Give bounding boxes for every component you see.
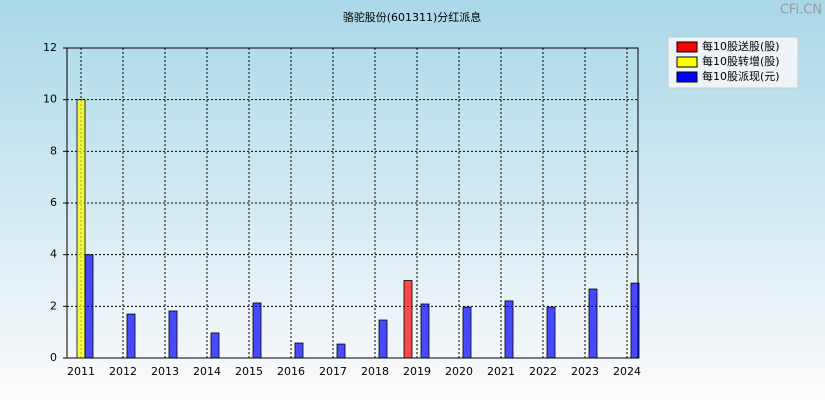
bar [546, 306, 556, 359]
bar [84, 254, 94, 359]
bar [336, 343, 346, 359]
y-tick-label: 2 [50, 299, 57, 312]
bar [210, 332, 220, 359]
x-tick-label: 2013 [151, 365, 179, 378]
bar [462, 306, 472, 359]
bar [420, 303, 430, 359]
bar [168, 310, 178, 359]
legend-swatch [676, 71, 698, 83]
bar [294, 342, 304, 359]
x-tick-label: 2017 [319, 365, 347, 378]
x-tick-label: 2011 [67, 365, 95, 378]
bar [403, 280, 413, 359]
x-tick-label: 2015 [235, 365, 263, 378]
x-tick-label: 2014 [193, 365, 221, 378]
x-tick-label: 2012 [109, 365, 137, 378]
x-tick-label: 2021 [487, 365, 515, 378]
bar [252, 302, 262, 359]
legend-swatch [676, 56, 698, 68]
bar [378, 319, 388, 359]
bar [76, 99, 86, 359]
y-tick-label: 0 [50, 351, 57, 364]
x-tick-label: 2018 [361, 365, 389, 378]
x-tick-label: 2024 [613, 365, 641, 378]
x-tick-label: 2020 [445, 365, 473, 378]
x-tick-label: 2022 [529, 365, 557, 378]
bar [630, 282, 640, 359]
y-tick-label: 12 [43, 41, 57, 54]
y-tick-label: 6 [50, 196, 57, 209]
bar [126, 313, 136, 359]
chart-title: 骆驼股份(601311)分红派息 [343, 10, 482, 24]
watermark: CFi.CN [780, 3, 822, 18]
bar [588, 288, 598, 359]
y-tick-label: 8 [50, 144, 57, 157]
x-tick-label: 2023 [571, 365, 599, 378]
legend-swatch [676, 41, 698, 53]
y-tick-label: 10 [43, 93, 57, 106]
y-tick-label: 4 [50, 248, 57, 261]
legend-label: 每10股转增(股) [702, 54, 780, 68]
legend-label: 每10股派现(元) [702, 69, 780, 83]
x-tick-label: 2019 [403, 365, 431, 378]
bar [504, 300, 514, 359]
x-tick-label: 2016 [277, 365, 305, 378]
legend-label: 每10股送股(股) [702, 39, 780, 53]
